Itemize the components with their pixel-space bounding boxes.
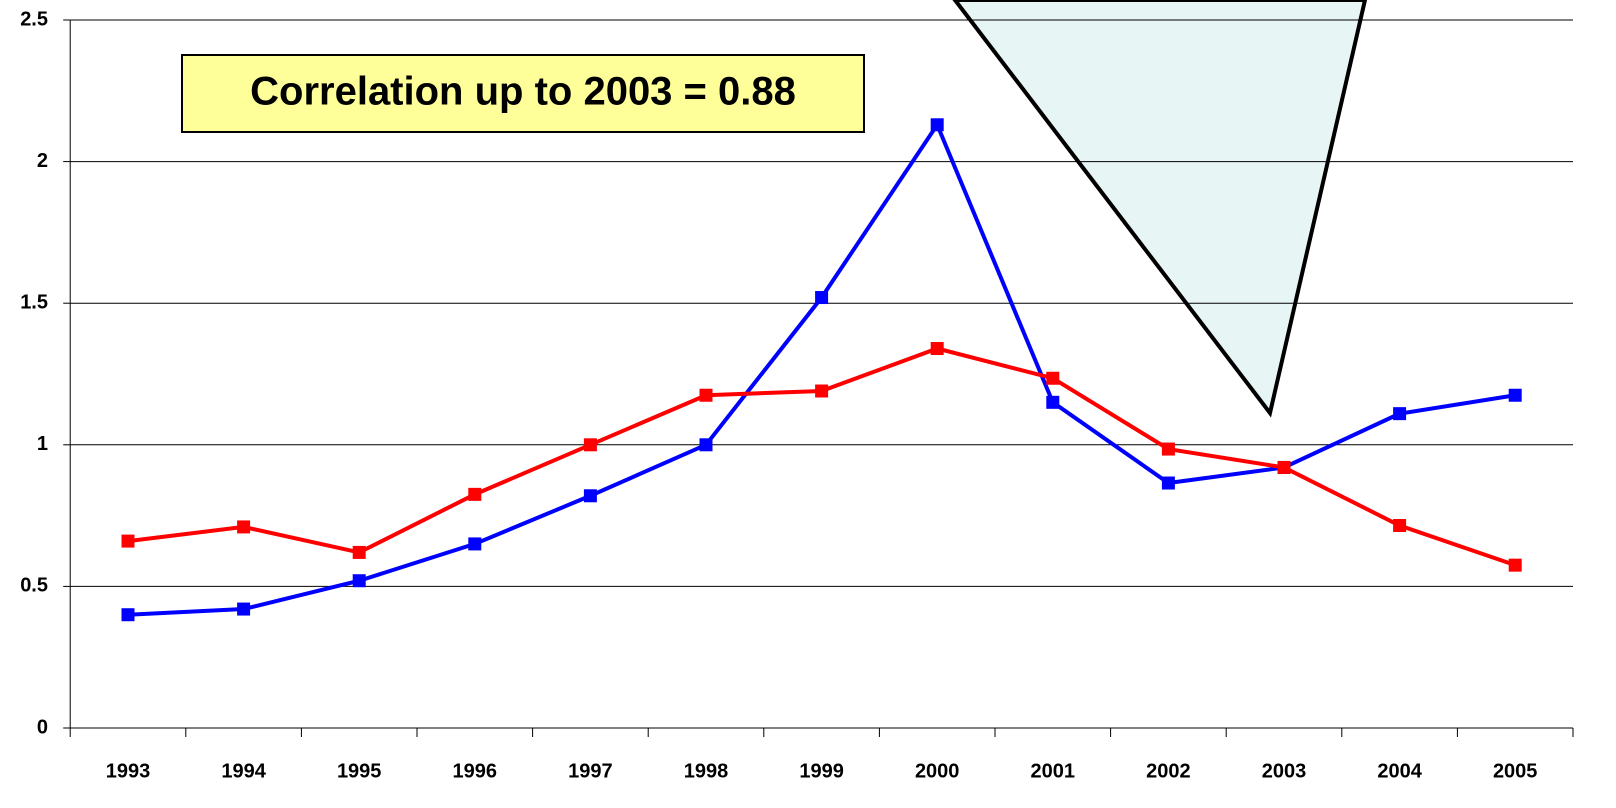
x-tick-label: 1997 xyxy=(568,760,613,782)
y-tick-label: 1.5 xyxy=(20,291,48,313)
marker xyxy=(352,545,366,559)
x-tick-label: 1996 xyxy=(453,760,498,782)
y-tick-label: 2 xyxy=(37,150,48,172)
x-tick-label: 1998 xyxy=(684,760,729,782)
x-tick-label: 1993 xyxy=(106,760,151,782)
x-tick-label: 2003 xyxy=(1262,760,1307,782)
marker xyxy=(352,574,366,588)
annotation: Correlation up to 2003 = 0.88 xyxy=(250,70,796,114)
marker xyxy=(1161,442,1175,456)
marker xyxy=(121,608,135,622)
y-tick-label: 1 xyxy=(37,433,48,455)
x-tick-label: 2001 xyxy=(1031,760,1076,782)
marker xyxy=(468,487,482,501)
y-tick-label: 0 xyxy=(37,716,48,738)
marker xyxy=(699,438,713,452)
marker xyxy=(1161,476,1175,490)
y-tick-label: 0.5 xyxy=(20,575,48,597)
x-tick-label: 2002 xyxy=(1146,760,1191,782)
x-tick-label: 1995 xyxy=(337,760,382,782)
grid: 0 0.5 1 1.5 2 2.5 1993 1994 1995 1996 1997 1998 1999… xyxy=(20,8,1574,782)
marker xyxy=(930,342,944,356)
marker xyxy=(583,438,597,452)
callout xyxy=(952,0,1368,418)
marker xyxy=(1393,519,1407,533)
marker xyxy=(237,602,251,616)
marker xyxy=(237,520,251,534)
marker xyxy=(1046,371,1060,385)
marker xyxy=(583,489,597,503)
marker xyxy=(699,388,713,402)
x-tick-label: 2004 xyxy=(1377,760,1422,782)
marker xyxy=(1277,460,1291,474)
marker xyxy=(930,118,944,132)
marker xyxy=(815,291,829,305)
annotation-box xyxy=(181,54,865,133)
x-tick-label: 2005 xyxy=(1493,760,1538,782)
marker xyxy=(1393,407,1407,421)
marker xyxy=(468,537,482,551)
x-tick-label: 1999 xyxy=(799,760,844,782)
y-tick-label: 2.5 xyxy=(20,8,48,30)
marker xyxy=(1508,388,1522,402)
marker xyxy=(121,534,135,548)
x-tick-label: 2000 xyxy=(915,760,960,782)
marks xyxy=(121,118,1522,622)
marker xyxy=(1046,395,1060,409)
x-tick-label: 1994 xyxy=(221,760,266,782)
marker xyxy=(1508,558,1522,572)
marker xyxy=(815,384,829,398)
